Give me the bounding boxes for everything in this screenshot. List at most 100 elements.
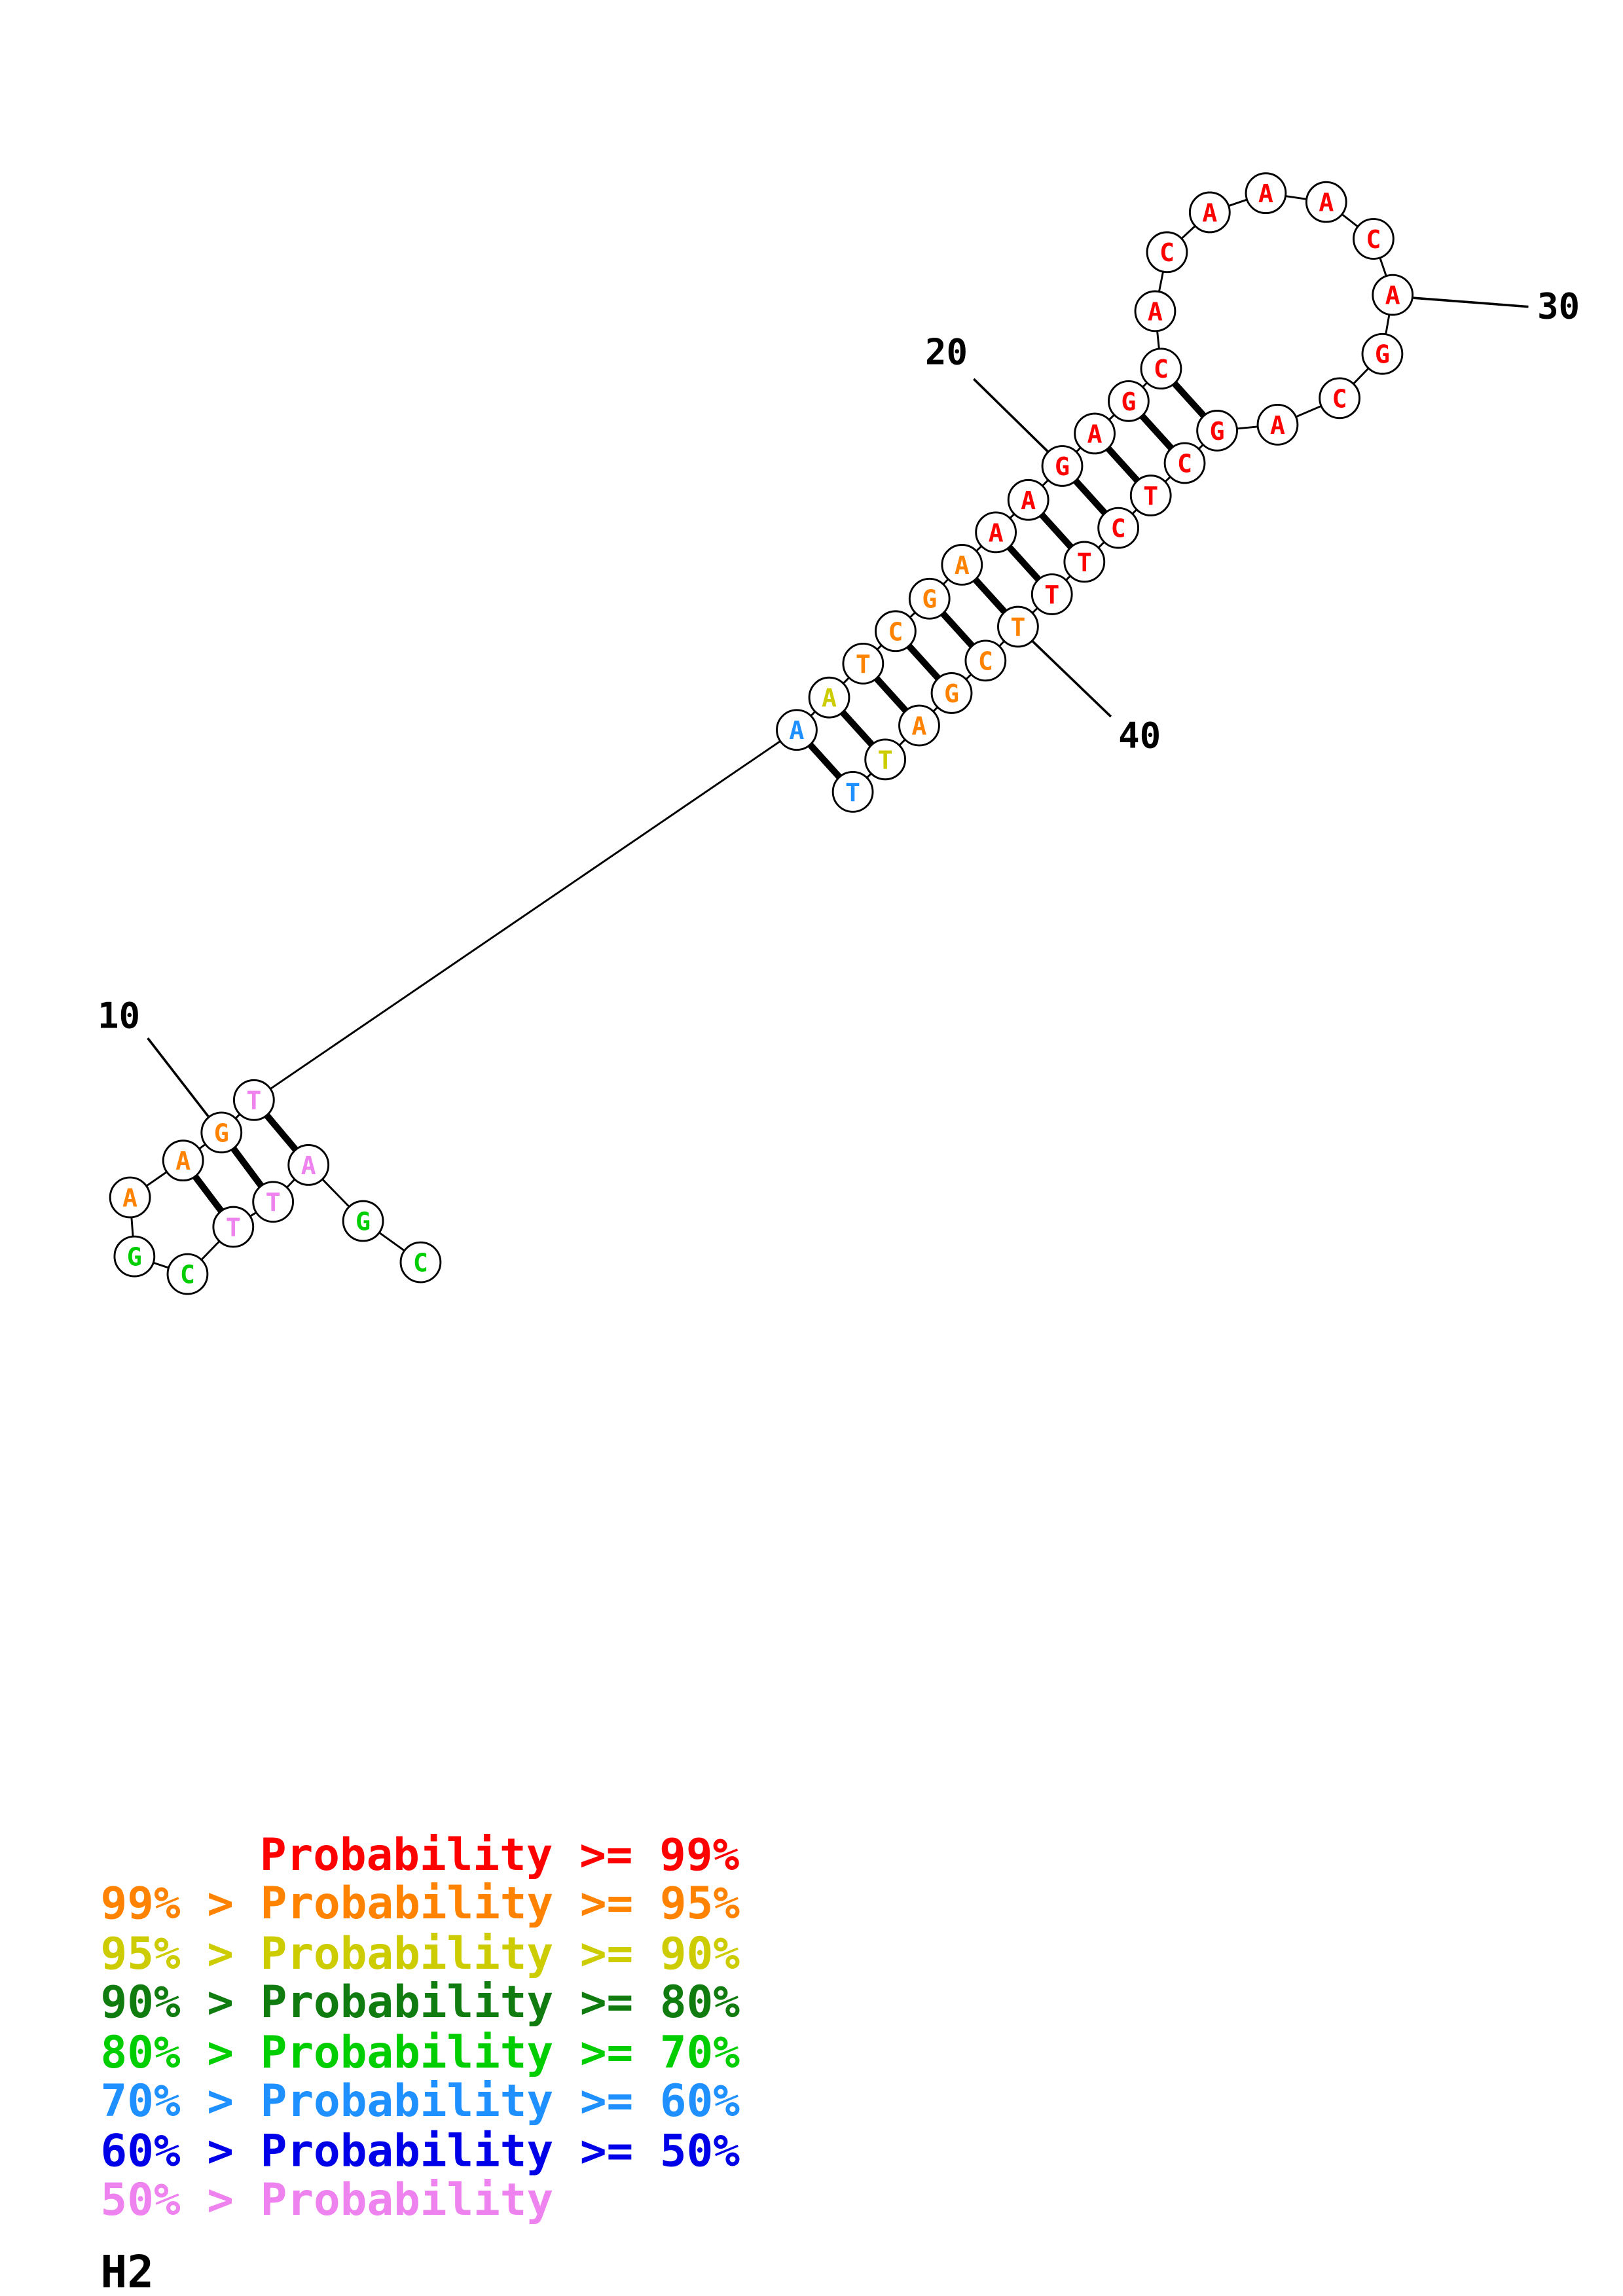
nucleotide-circle <box>109 1176 151 1219</box>
nucleotide-base: G <box>1121 387 1136 417</box>
base-pair-bonds <box>180 366 1220 1229</box>
nucleotide: G <box>930 672 973 714</box>
position-label: 10 <box>98 995 140 1036</box>
nucleotide: T <box>842 642 884 685</box>
nucleotide: A <box>1007 478 1049 521</box>
nucleotide-circle <box>997 605 1039 648</box>
nucleotide: A <box>808 676 850 719</box>
nucleotide-base: C <box>180 1261 195 1290</box>
nucleotide-base: A <box>1258 179 1273 209</box>
nucleotide-circle <box>287 1144 330 1186</box>
nucleotide-circle <box>1134 290 1176 332</box>
nucleotide-base: G <box>922 585 937 615</box>
nucleotide-base: T <box>226 1213 241 1243</box>
nucleotide-base: G <box>127 1243 142 1272</box>
nucleotide-base: T <box>1077 548 1092 577</box>
nucleotide-circle <box>1256 403 1299 446</box>
nucleotide-circle <box>898 704 940 747</box>
label-leader-line <box>147 1037 210 1117</box>
nucleotide-circle <box>1361 332 1404 375</box>
position-label: 40 <box>1118 715 1161 756</box>
nucleotide-circle <box>1146 231 1188 274</box>
nucleotide-base: A <box>911 711 926 741</box>
nucleotide-base: T <box>845 778 860 808</box>
nucleotide-base: G <box>944 679 959 709</box>
nucleotide-base: T <box>1044 581 1059 610</box>
nucleotide-base: C <box>1366 225 1381 255</box>
nucleotide-base: A <box>789 716 804 745</box>
nucleotide-circle <box>399 1241 442 1283</box>
nucleotide-circle <box>1305 181 1347 223</box>
nucleotide-base: A <box>955 551 970 581</box>
legend-line: 70% > Probability >= 60% <box>101 2075 740 2126</box>
nucleotide: A <box>1134 290 1176 332</box>
nucleotide-circle <box>1196 410 1238 452</box>
nucleotide: C <box>1097 507 1140 549</box>
nucleotide: T <box>831 771 874 813</box>
label-leader-line <box>973 378 1049 452</box>
nucleotide: A <box>1188 191 1231 234</box>
nucleotide-base: G <box>1055 452 1070 482</box>
nucleotide-base: C <box>1332 384 1347 414</box>
legend-line: 80% > Probability >= 70% <box>101 2026 740 2078</box>
nucleotide-circle <box>1063 541 1106 583</box>
nucleotide: T <box>232 1079 275 1121</box>
nucleotide-base: C <box>978 647 993 676</box>
legend-line: 99% > Probability >= 95% <box>101 1877 740 1929</box>
nucleotide: A <box>975 511 1017 554</box>
legend-line: 95% > Probability >= 90% <box>101 1928 740 1979</box>
nucleotide: C <box>1163 442 1206 484</box>
nucleotide-circle <box>1041 445 1084 487</box>
nucleotide: G <box>200 1111 243 1154</box>
nucleotide-circle <box>964 639 1007 682</box>
nucleotide: T <box>1063 541 1106 583</box>
legend-line: Probability >= 99% <box>260 1829 740 1880</box>
nucleotide: A <box>162 1139 204 1182</box>
nucleotide-base: C <box>1154 355 1169 384</box>
nucleotide-base: A <box>1319 188 1334 218</box>
nucleotide-base: T <box>246 1086 261 1116</box>
nucleotide-base: T <box>878 745 893 775</box>
nucleotide-circle <box>252 1181 295 1223</box>
nucleotide-circle <box>166 1253 209 1295</box>
nucleotide-circle <box>1372 274 1414 316</box>
nucleotide-base: A <box>1021 486 1036 516</box>
nucleotide: C <box>875 610 917 653</box>
nucleotide-base: C <box>1111 514 1126 544</box>
nucleotide-circle <box>1007 478 1049 521</box>
nucleotide-base: G <box>356 1207 371 1236</box>
nucleotide-circle <box>1074 412 1116 455</box>
nucleotide: C <box>964 639 1007 682</box>
nucleotide-base: A <box>989 518 1004 548</box>
nucleotide: A <box>898 704 940 747</box>
nucleotide-base: A <box>175 1147 191 1176</box>
nucleotide: A <box>941 544 983 586</box>
position-label: 20 <box>925 332 968 373</box>
nucleotide-base: A <box>1385 281 1400 311</box>
nucleotide-base: A <box>301 1151 316 1181</box>
nucleotide-circle <box>1188 191 1231 234</box>
nucleotide: A <box>1305 181 1347 223</box>
position-label: 30 <box>1537 286 1580 327</box>
nucleotide-base: G <box>1375 340 1390 370</box>
nucleotide: A <box>1074 412 1116 455</box>
position-labels: 10 20 30 40 <box>98 286 1580 1037</box>
nucleotide-circle <box>930 672 973 714</box>
nucleotide-base: G <box>214 1119 229 1148</box>
nucleotide: T <box>212 1206 255 1248</box>
nucleotide: C <box>1140 348 1182 390</box>
nucleotide: C <box>166 1253 209 1295</box>
nucleotide: G <box>1041 445 1084 487</box>
nucleotide-circle <box>342 1200 384 1242</box>
nucleotide-base: A <box>822 684 837 713</box>
label-leader-line <box>1032 640 1112 718</box>
probability-legend: Probability >= 99% 99% > Probability >= … <box>101 1829 740 2225</box>
nucleotide: A <box>1245 172 1287 215</box>
plot-title: H2 <box>101 2246 154 2296</box>
nucleotide-base: A <box>1148 297 1163 327</box>
nucleotide: C <box>399 1241 442 1283</box>
nucleotide-circle <box>776 709 818 751</box>
